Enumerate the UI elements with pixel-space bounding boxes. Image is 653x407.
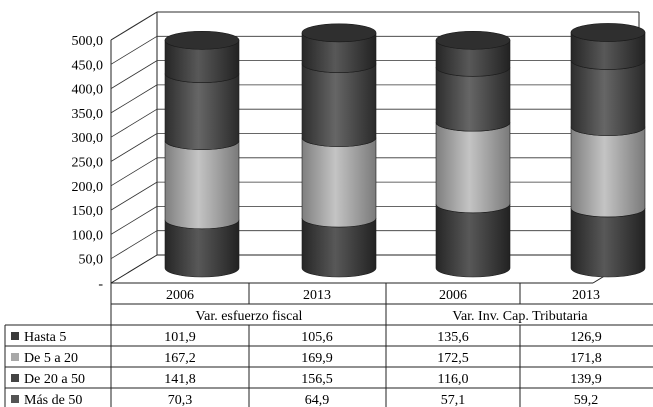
legend-label: De 20 a 50	[24, 372, 85, 387]
gridline-side	[110, 230, 158, 260]
bar-segment-de-20-a-50	[301, 63, 377, 147]
cylinder-top-cap	[164, 30, 240, 50]
bar-segment-hasta-5	[435, 203, 511, 278]
legend-swatch	[11, 395, 19, 403]
cylinder-top-cap	[570, 23, 646, 42]
category-label: 2013	[572, 288, 600, 303]
legend-label: Más de 50	[24, 393, 82, 407]
data-label: 139,9	[570, 372, 602, 387]
y-tick-label: 300,0	[72, 131, 104, 146]
data-label: 167,2	[164, 351, 196, 366]
cylinder-top-cap	[435, 30, 511, 50]
gridline-side	[110, 35, 158, 65]
group-label: Var. esfuerzo fiscal	[196, 309, 303, 324]
data-label: 156,5	[301, 372, 333, 387]
cylinder-0	[164, 30, 240, 278]
gridline-side	[110, 108, 158, 138]
y-tick-label: 350,0	[72, 107, 104, 122]
category-label: 2013	[303, 288, 331, 303]
y-tick-label: 400,0	[72, 83, 104, 98]
bar-segment-de-5-a-20	[435, 122, 511, 214]
data-label: 70,3	[168, 393, 193, 407]
bar-segment-de-5-a-20	[570, 126, 646, 218]
legend-swatch	[11, 374, 19, 382]
y-tick-label: 200,0	[72, 180, 104, 195]
legend-label: De 5 a 20	[24, 351, 78, 366]
cylinder-top-cap	[301, 23, 377, 43]
gridline-side	[110, 84, 158, 114]
y-tick-label: -	[98, 277, 103, 292]
data-label: 126,9	[570, 330, 602, 345]
stacked-cylinders	[164, 23, 646, 278]
cylinder-3	[570, 23, 646, 278]
y-tick-label: 150,0	[72, 204, 104, 219]
y-tick-label: 450,0	[72, 58, 104, 73]
legend-swatch	[11, 353, 19, 361]
bar-segment-de-20-a-50	[570, 60, 646, 136]
data-label: 116,0	[438, 372, 469, 387]
gridline-side	[110, 11, 158, 41]
group-label: Var. Inv. Cap. Tributaria	[452, 309, 588, 324]
category-label: 2006	[439, 288, 467, 303]
cylinder-2	[435, 30, 511, 278]
data-label: 171,8	[570, 351, 602, 366]
bar-segment-de-20-a-50	[435, 67, 511, 132]
gridline-side	[110, 206, 158, 235]
data-label: 105,6	[301, 330, 333, 345]
y-tick-label: 50,0	[79, 253, 104, 268]
bar-segment-de-5-a-20	[164, 140, 240, 230]
gridline-side	[110, 157, 158, 187]
data-label: 169,9	[301, 351, 333, 366]
legend-swatch	[11, 332, 19, 340]
data-label: 141,8	[164, 372, 196, 387]
bar-segment-de-20-a-50	[164, 73, 240, 150]
legend-label: Hasta 5	[24, 330, 66, 345]
y-tick-label: 100,0	[72, 228, 104, 243]
bar-segment-hasta-5	[570, 207, 646, 278]
y-tick-label: 500,0	[72, 34, 104, 49]
data-label: 172,5	[437, 351, 469, 366]
y-axis-tick-labels: - 50,0 100,0 150,0 200,0 250,0 300,0 350,0 400,0…	[72, 34, 104, 292]
gridline-side	[110, 60, 158, 89]
data-label: 135,6	[437, 330, 469, 345]
data-label: 64,9	[305, 393, 330, 407]
data-label: 59,2	[574, 393, 599, 407]
data-label: 101,9	[164, 330, 196, 345]
category-label: 2006	[166, 288, 194, 303]
y-tick-label: 250,0	[72, 156, 104, 171]
table-grid	[4, 283, 653, 407]
gridline-side	[110, 133, 158, 162]
data-label: 57,1	[441, 393, 466, 407]
bar-segment-de-5-a-20	[301, 137, 377, 228]
cylinder-1	[301, 23, 377, 278]
gridline-side	[110, 181, 158, 211]
